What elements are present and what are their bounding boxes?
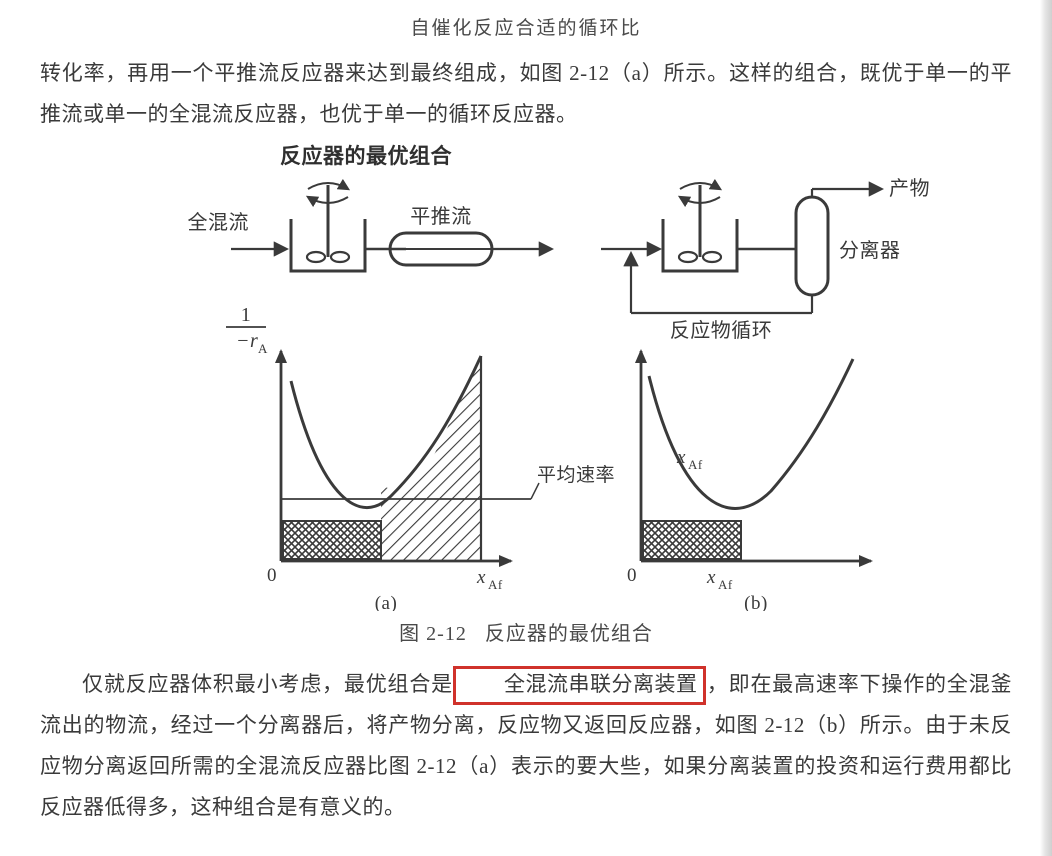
paragraph-2: 仅就反应器体积最小考虑，最优组合是全混流串联分离装置，即在最高速率下操作的全混釜… <box>40 664 1012 828</box>
figure-2-12: 反应器的最优组合 全混流 平推流 <box>40 141 1012 611</box>
diagram-b-top: 分离器 产物 反应物循环 <box>601 177 930 342</box>
figure-number: 图 2-12 <box>399 623 467 645</box>
svg-text:x: x <box>706 567 716 588</box>
pfr-label: 平推流 <box>410 205 472 228</box>
separator-label: 分离器 <box>839 239 901 262</box>
highlighted-term: 全混流串联分离装置 <box>453 666 707 706</box>
avg-rate-label: 平均速率 <box>537 464 615 486</box>
figure-caption-text: 反应器的最优组合 <box>485 623 653 645</box>
diagram-a-top: 全混流 平推流 <box>188 183 552 271</box>
figure-caption: 图 2-12 反应器的最优组合 <box>40 615 1012 654</box>
product-label: 产物 <box>889 177 930 200</box>
recycle-label: 反应物循环 <box>670 319 773 342</box>
svg-text:Af: Af <box>488 577 503 592</box>
paragraph-1: 转化率，再用一个平推流反应器来达到最终组成，如图 2-12（a）所示。这样的组合… <box>40 53 1012 135</box>
page-spine-shadow <box>1040 0 1052 856</box>
svg-text:Af: Af <box>718 577 733 592</box>
svg-text:x: x <box>476 567 486 588</box>
svg-text:A: A <box>258 341 268 356</box>
svg-text:Af: Af <box>688 457 703 472</box>
truncated-prev-caption: 自催化反应合适的循环比 <box>40 10 1012 47</box>
para2-lead: 仅就反应器体积最小考虑，最优组合是 <box>82 672 453 696</box>
svg-text:1: 1 <box>241 304 252 326</box>
svg-text:−r: −r <box>236 330 258 352</box>
panel-b-label: (b) <box>744 593 768 611</box>
plot-b: x Af 0 x Af (b) <box>627 349 873 611</box>
figure-top-title: 反应器的最优组合 <box>280 144 452 168</box>
svg-text:0: 0 <box>267 565 277 586</box>
svg-text:x: x <box>676 447 686 468</box>
svg-text:0: 0 <box>627 565 637 586</box>
y-axis-label: 1 −r A <box>226 304 268 356</box>
cstr-label: 全混流 <box>188 211 250 234</box>
panel-a-label: (a) <box>375 593 398 611</box>
plot-a: 平均速率 0 x Af (a) <box>267 349 615 611</box>
